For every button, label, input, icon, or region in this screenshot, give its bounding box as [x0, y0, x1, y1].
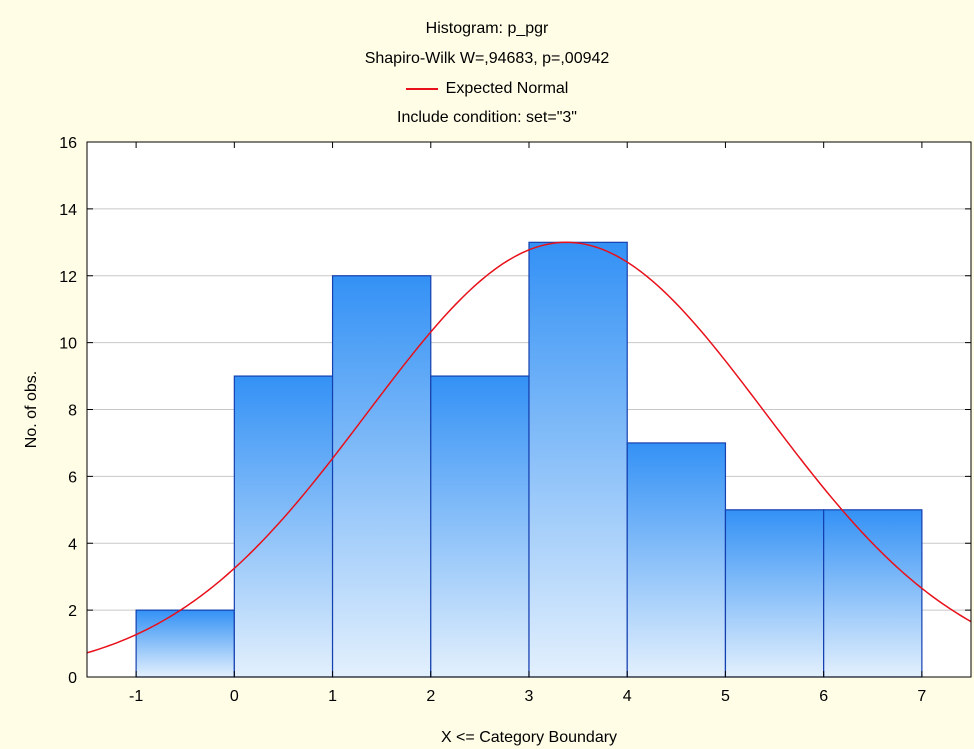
chart-condition: Include condition: set="3"	[397, 109, 577, 126]
chart-legend: Expected Normal	[0, 80, 974, 98]
expected-normal-curve	[86, 241, 972, 654]
chart-subtitle: Shapiro-Wilk W=,94683, p=,00942	[364, 50, 610, 67]
y-tick-label: 14	[59, 202, 77, 219]
histogram-bar	[724, 509, 825, 678]
x-tick-label: 3	[525, 688, 534, 705]
x-tick-label: 6	[819, 688, 828, 705]
histogram-bar	[823, 509, 923, 678]
x-tick-label: 7	[917, 688, 926, 705]
x-axis-ticks: -1 0 1 2 3 4 5 6 7	[129, 142, 926, 705]
histogram-bar	[135, 609, 235, 678]
histogram-bar	[528, 241, 628, 678]
histogram-bar	[626, 442, 727, 678]
histogram-bars	[135, 241, 923, 678]
histogram-bar	[430, 375, 530, 678]
y-tick-label: 0	[68, 670, 77, 687]
y-tick-label: 12	[59, 269, 77, 286]
x-tick-label: 5	[721, 688, 730, 705]
y-axis-ticks: 0 2 4 6 8 10 12 14 16	[59, 135, 971, 687]
x-tick-label: 2	[426, 688, 435, 705]
y-tick-label: 16	[59, 135, 77, 152]
legend-line-swatch	[405, 88, 438, 90]
y-tick-label: 2	[68, 603, 77, 620]
histogram-bar	[331, 275, 432, 678]
y-tick-label: 4	[68, 536, 77, 553]
y-axis-label: No. of obs.	[23, 371, 40, 448]
x-axis-label: X <= Category Boundary	[441, 729, 617, 746]
histogram-bar	[233, 375, 334, 678]
y-tick-label: 10	[59, 336, 77, 353]
chart-title: Histogram: p_pgr	[425, 20, 549, 37]
x-tick-label: 4	[623, 688, 632, 705]
x-tick-label: -1	[129, 688, 143, 705]
legend-label: Expected Normal	[445, 80, 569, 97]
x-tick-label: 0	[230, 688, 239, 705]
y-tick-label: 8	[68, 403, 77, 420]
y-tick-label: 6	[68, 469, 77, 486]
x-tick-label: 1	[328, 688, 337, 705]
